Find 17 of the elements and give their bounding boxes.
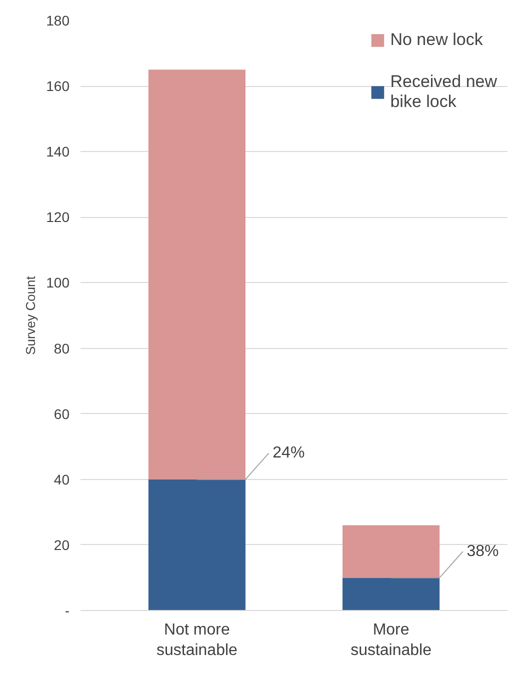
- legend-label: No new lock: [390, 30, 483, 50]
- y-tick-label: 180: [46, 12, 70, 28]
- y-tick-label: 80: [54, 340, 70, 356]
- y-tick-label: -: [64, 602, 70, 618]
- x-tick-label: Not more sustainable: [156, 622, 238, 659]
- y-tick-label: 60: [54, 406, 70, 422]
- legend-label: Received new bike lock: [390, 72, 497, 112]
- y-tick-label: 160: [46, 78, 70, 94]
- x-tick-label: More sustainable: [350, 622, 432, 659]
- y-tick-label: 100: [46, 274, 70, 291]
- annotation: 24%: [272, 444, 305, 462]
- y-tick-label: 140: [46, 144, 70, 160]
- annotation: 38%: [466, 543, 499, 560]
- y-tick-label: 40: [54, 471, 70, 488]
- y-tick-label: 120: [46, 209, 70, 226]
- y-tick-label: 20: [54, 536, 70, 553]
- y-axis-title: Survey Count: [23, 276, 38, 355]
